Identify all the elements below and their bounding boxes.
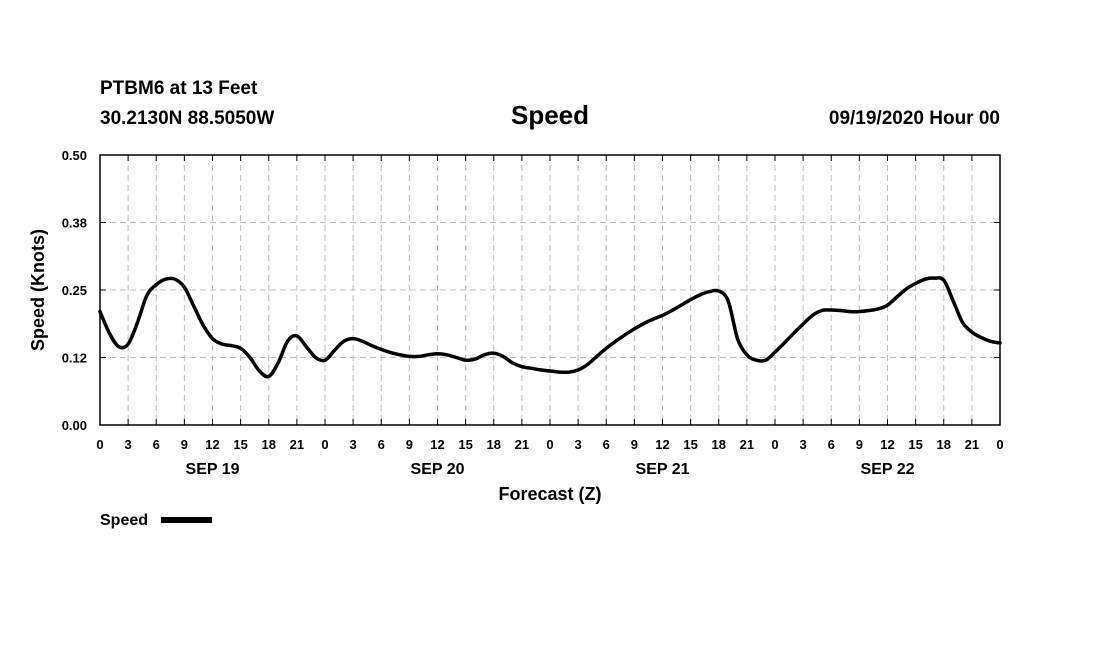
x-tick-label: 18	[262, 437, 276, 452]
x-tick-label: 18	[937, 437, 951, 452]
x-tick-label: 3	[125, 437, 132, 452]
x-tick-label: 12	[655, 437, 669, 452]
x-tick-label: 0	[321, 437, 328, 452]
day-labels: SEP 19 SEP 20 SEP 21 SEP 22	[186, 461, 915, 478]
x-tick-labels: 0 3 6 9 12 15 18 21 0 3 6 9 12 15 18 21 0 3 6 9 12 15 18 21 0 3 6 9…	[96, 437, 1003, 452]
y-tick-label: 0.25	[62, 283, 87, 298]
station-coords: 30.2130N 88.5050W	[100, 108, 274, 129]
x-tick-label: 15	[458, 437, 472, 452]
x-tick-label: 21	[740, 437, 754, 452]
x-tick-label: 3	[575, 437, 582, 452]
x-tick-label: 21	[515, 437, 529, 452]
x-tick-label: 0	[771, 437, 778, 452]
legend-swatch	[161, 517, 212, 523]
x-tick-label: 9	[181, 437, 188, 452]
x-tick-label: 15	[233, 437, 247, 452]
x-tick-label: 15	[908, 437, 922, 452]
series-line-speed	[98, 276, 1002, 379]
day-label: SEP 22	[861, 461, 915, 478]
day-label: SEP 21	[636, 461, 690, 478]
x-tick-label: 18	[487, 437, 501, 452]
x-tick-label: 15	[683, 437, 697, 452]
station-name: PTBM6 at 13 Feet	[100, 78, 258, 99]
plot-frame	[99, 154, 1001, 426]
x-tick-label: 12	[880, 437, 894, 452]
x-axis-label: Forecast (Z)	[498, 484, 601, 504]
x-tick-label: 6	[603, 437, 610, 452]
grid-lines	[100, 155, 1000, 425]
chart-title: Speed	[511, 100, 589, 130]
x-tick-label: 6	[828, 437, 835, 452]
x-tick-label: 0	[96, 437, 103, 452]
x-tick-label: 9	[856, 437, 863, 452]
y-tick-label: 0.38	[62, 216, 87, 231]
x-tick-label: 0	[996, 437, 1003, 452]
x-tick-label: 3	[350, 437, 357, 452]
day-label: SEP 20	[411, 461, 465, 478]
x-tick-label: 3	[800, 437, 807, 452]
x-tick-label: 9	[406, 437, 413, 452]
x-tick-label: 9	[631, 437, 638, 452]
y-tick-label: 0.00	[62, 418, 87, 433]
x-tick-label: 0	[546, 437, 553, 452]
y-tick-label: 0.12	[62, 351, 87, 366]
axis-ticks	[99, 154, 1001, 426]
x-tick-label: 6	[153, 437, 160, 452]
x-tick-label: 21	[965, 437, 979, 452]
x-tick-label: 21	[290, 437, 304, 452]
x-tick-label: 6	[378, 437, 385, 452]
legend-label: Speed	[100, 512, 148, 529]
x-tick-label: 12	[205, 437, 219, 452]
y-axis-label: Speed (Knots)	[28, 229, 48, 351]
x-tick-label: 18	[712, 437, 726, 452]
day-label: SEP 19	[186, 461, 240, 478]
forecast-datetime: 09/19/2020 Hour 00	[829, 108, 1000, 129]
y-tick-label: 0.50	[62, 148, 87, 163]
y-tick-labels: 0.00 0.12 0.25 0.38 0.50	[62, 148, 87, 433]
x-tick-label: 12	[430, 437, 444, 452]
